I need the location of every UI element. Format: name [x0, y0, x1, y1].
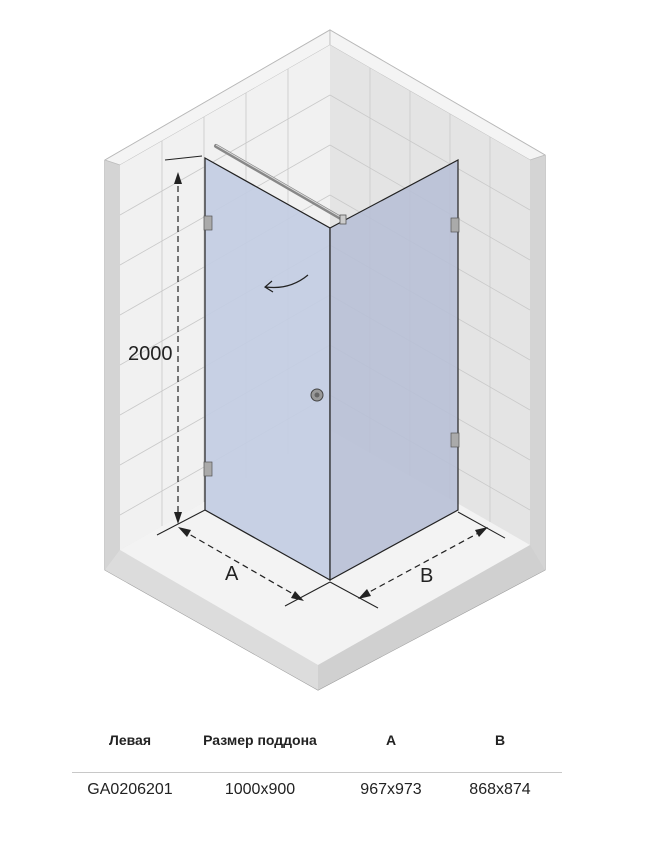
- arrowhead-icon: [178, 527, 191, 537]
- arrowhead-icon: [358, 589, 371, 599]
- glass-door-panel: [204, 156, 331, 582]
- table-divider: [72, 772, 562, 773]
- bar-clamp: [339, 214, 347, 225]
- floor-front-left: [105, 550, 318, 690]
- door-knob-center: [314, 392, 320, 398]
- tile-line: [329, 94, 531, 211]
- table-row: GA0206201 1000x900 967x973 868x874: [72, 779, 562, 807]
- dim-a-extension-left: [156, 509, 206, 536]
- header-cell: B: [494, 732, 506, 748]
- dim-a-cell: 967x973: [360, 781, 422, 798]
- dim-b-cell: 868x874: [469, 781, 531, 798]
- dim-b-label: B: [420, 565, 433, 587]
- dim-a-line: [181, 529, 301, 599]
- dim-b-extension-left: [329, 581, 379, 609]
- dim-b-line: [361, 529, 485, 597]
- stabilizer-bar: [214, 144, 346, 222]
- header-cell: A: [385, 732, 397, 748]
- size-table: Левая Размер поддона A B GA0206201 1000x…: [72, 726, 562, 807]
- height-label: 2000: [128, 343, 173, 365]
- wall-bracket-icon: [450, 217, 460, 233]
- tile-line: [119, 94, 331, 216]
- header-cell: Левая: [109, 732, 151, 748]
- left-wall-edge: [105, 160, 120, 570]
- height-extension-top: [164, 155, 203, 161]
- stabilizer-bar-highlight: [215, 144, 345, 220]
- arrowhead-up-icon: [174, 172, 182, 184]
- table-header-row: Левая Размер поддона A B: [72, 726, 562, 754]
- glass-side-panel: [329, 159, 459, 582]
- opening-direction-arrow-icon: [263, 274, 309, 293]
- model-code-cell: GA0206201: [87, 781, 173, 798]
- header-cell: Размер поддона: [203, 732, 317, 748]
- tray-size-cell: 1000x900: [224, 781, 296, 798]
- wall-bracket-icon: [450, 432, 460, 448]
- dim-b-extension-right: [457, 511, 506, 539]
- dim-a-extension-right: [284, 581, 331, 607]
- dim-a-label: A: [225, 563, 239, 585]
- right-wall-edge: [530, 155, 545, 570]
- shower-enclosure-diagram: 2000 A B: [104, 29, 546, 691]
- arrowhead-icon: [291, 591, 304, 601]
- arrowhead-icon: [475, 527, 488, 537]
- floor-front-right: [318, 545, 545, 690]
- hinge-icon: [203, 215, 213, 231]
- hinge-icon: [203, 461, 213, 477]
- arrowhead-down-icon: [174, 512, 182, 524]
